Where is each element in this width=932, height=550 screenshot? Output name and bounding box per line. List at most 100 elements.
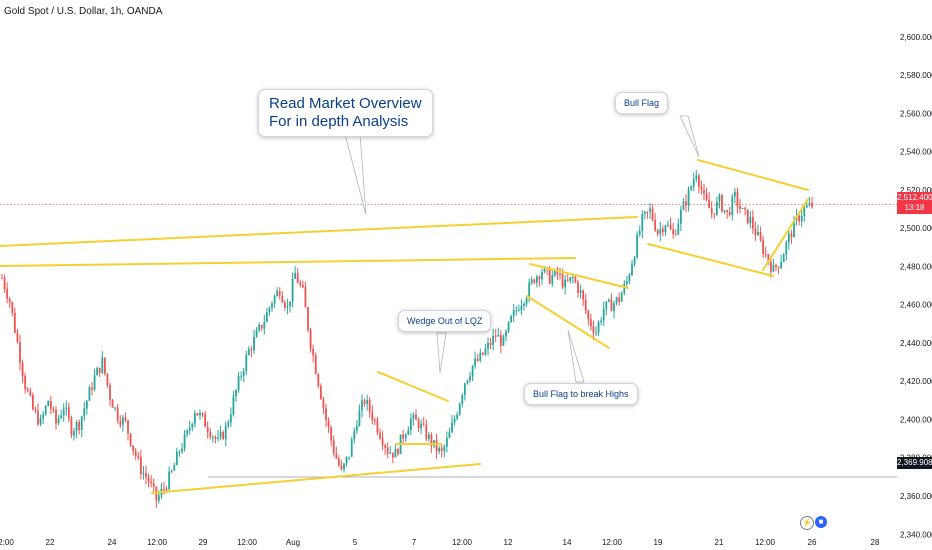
candle-body [283, 302, 286, 308]
candle-body [337, 458, 340, 466]
candle-body [57, 418, 60, 424]
candle-body [646, 211, 649, 213]
candle-body [667, 224, 669, 226]
trendline[interactable] [762, 198, 809, 271]
candle-body [129, 433, 132, 446]
x-tick-label: 12:00 [452, 538, 473, 547]
candle-body [193, 413, 196, 424]
candle-body [173, 465, 176, 471]
y-tick-label: 2,520.000 [900, 186, 932, 195]
lightning-icon[interactable]: ⚡ [800, 516, 814, 530]
candle-body [42, 414, 45, 419]
candle-body [420, 423, 423, 429]
candle-body [309, 329, 312, 349]
candle-body [615, 297, 618, 304]
candle-body [510, 315, 513, 323]
candle-body [11, 302, 14, 313]
candle-body [73, 430, 75, 436]
candle-body [664, 225, 667, 233]
candle-body [80, 416, 83, 430]
candle-body [21, 362, 24, 377]
candle-body [322, 399, 325, 408]
trendline[interactable] [0, 257, 576, 267]
candle-body [222, 431, 225, 440]
candle-body [541, 272, 543, 280]
y-tick-label: 2,440.000 [900, 339, 932, 348]
trendline[interactable] [529, 263, 629, 289]
candle-body [474, 358, 477, 366]
candle-body [332, 440, 335, 454]
trendline[interactable] [151, 463, 481, 494]
trendline[interactable] [647, 243, 774, 277]
candle-body [487, 342, 489, 349]
candle-body [574, 276, 577, 283]
candle-body [582, 290, 585, 300]
candle-body [497, 335, 500, 337]
candle-body [98, 367, 101, 373]
candle-body [631, 264, 633, 276]
x-tick-label: 21 [715, 538, 724, 547]
y-tick-label: 2,560.000 [900, 109, 932, 118]
y-tick-label: 2,460.000 [900, 301, 932, 310]
candle-body [571, 276, 574, 278]
trendline[interactable] [377, 371, 449, 402]
candle-body [669, 224, 672, 230]
candle-body [656, 230, 659, 234]
candle-body [515, 310, 518, 312]
candle-body [407, 430, 410, 435]
candle-body [528, 282, 531, 299]
candle-body [150, 481, 153, 484]
candle-body [654, 219, 657, 231]
candle-body [602, 308, 605, 321]
candle-body [368, 399, 371, 412]
candle-body [152, 483, 155, 487]
candle-body [181, 448, 183, 452]
candle-body [62, 409, 65, 416]
candle-body [3, 277, 6, 289]
candle-body [502, 336, 505, 346]
candle-body [448, 432, 451, 438]
candle-body [361, 400, 363, 411]
candle-body [137, 455, 140, 457]
candle-body [65, 407, 68, 410]
x-tick-label: 14 [563, 538, 572, 547]
candle-body [780, 262, 783, 268]
candle-body [217, 437, 219, 439]
candle-body [440, 447, 443, 452]
trendline[interactable] [0, 216, 638, 247]
candle-body [47, 400, 50, 406]
candle-body [265, 312, 268, 323]
candle-body [723, 210, 726, 212]
candle-body [677, 223, 680, 235]
y-tick-label: 2,340.000 [900, 530, 932, 539]
flag-icon[interactable]: ■ [815, 516, 827, 528]
candle-body [350, 439, 353, 457]
candle-body [638, 230, 641, 235]
callout-read-overview: Read Market Overview For in depth Analys… [258, 89, 433, 137]
candle-body [628, 275, 631, 282]
candle-body [145, 473, 147, 478]
candle-body [674, 234, 677, 236]
candle-body [88, 387, 91, 401]
candle-body [736, 192, 739, 206]
candle-body [525, 298, 528, 304]
candle-body [319, 385, 322, 400]
candle-body [589, 319, 592, 327]
trendline[interactable] [526, 295, 610, 349]
candle-body [492, 335, 495, 345]
callout-pointer [679, 115, 700, 158]
candle-body [749, 216, 752, 224]
candle-body [764, 253, 767, 255]
candle-body [577, 282, 579, 293]
candle-body [121, 417, 124, 425]
candle-body [355, 425, 358, 431]
candle-body [569, 277, 572, 281]
trendline[interactable] [697, 159, 809, 191]
candle-body [175, 451, 178, 466]
candle-body [163, 488, 165, 490]
candle-body [543, 267, 546, 273]
candle-body [690, 186, 693, 190]
x-axis: 2:00 22 24 12:00 29 12:00 Aug 5 7 12:00 12 14 12:00 1… [0, 538, 880, 547]
candle-body [538, 276, 541, 280]
